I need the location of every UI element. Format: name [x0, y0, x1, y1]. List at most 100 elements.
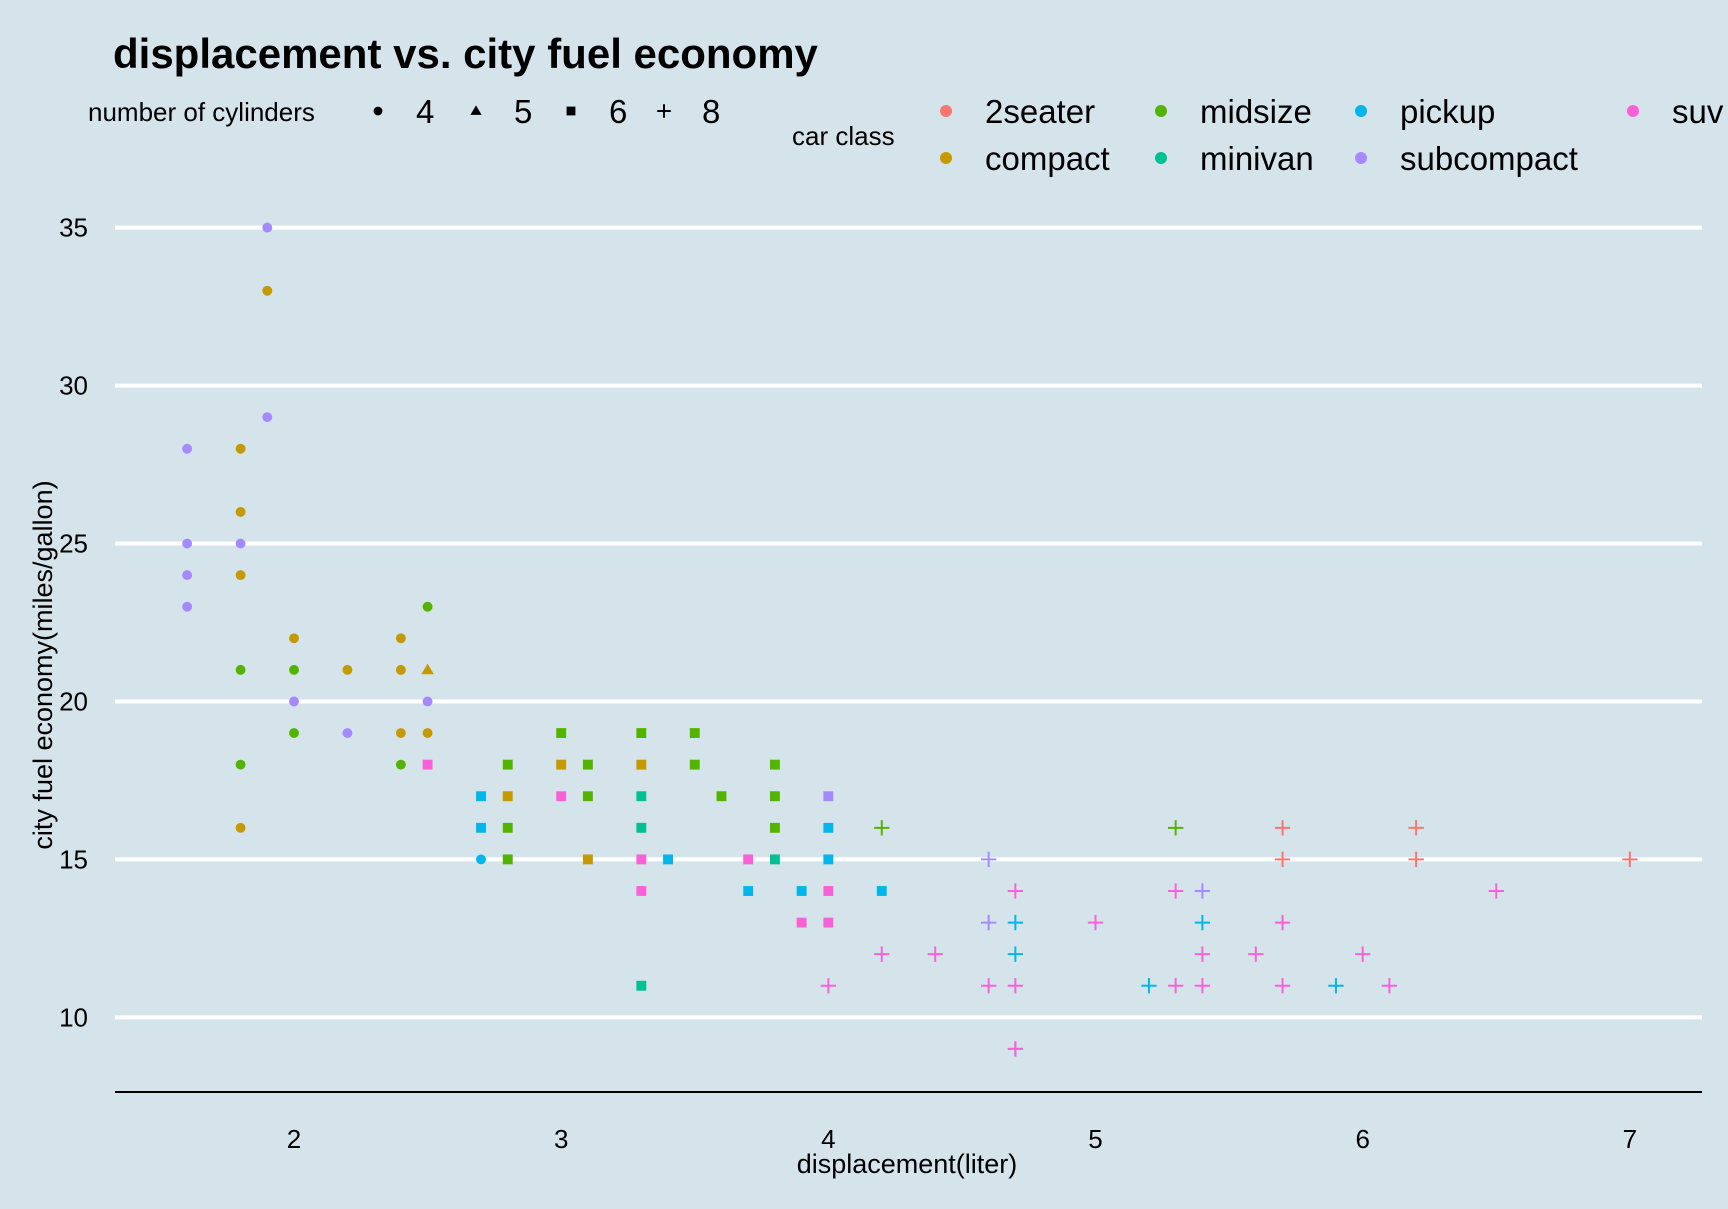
data-point	[769, 759, 780, 770]
y-tick-label: 20	[59, 686, 88, 716]
y-tick-label: 15	[59, 844, 88, 874]
data-point	[289, 696, 299, 707]
cylinder-legend-label: 4	[416, 93, 434, 130]
class-legend-key	[1355, 105, 1367, 117]
data-point	[823, 886, 834, 896]
data-point	[874, 820, 890, 836]
class-legend-key	[940, 105, 952, 117]
data-point	[1488, 883, 1504, 899]
y-gridlines	[115, 225, 1702, 1020]
data-point	[823, 822, 834, 833]
y-tick-labels: 10 15 20 25 30 35	[59, 213, 88, 1033]
data-point	[182, 538, 193, 549]
data-point	[289, 728, 299, 739]
data-point	[182, 601, 193, 612]
x-tick-labels: 2 3 4 5 6 7	[287, 1124, 1637, 1154]
data-point	[823, 917, 834, 928]
x-axis-label: displacement(liter)	[797, 1149, 1018, 1179]
data-point	[636, 822, 647, 833]
data-point	[1194, 978, 1211, 994]
cylinder-legend: number of cylinders 4 5 6 8	[88, 93, 720, 130]
cylinder-legend-title: number of cylinders	[88, 97, 315, 127]
class-legend-title: car class	[792, 121, 895, 151]
data-point	[1168, 883, 1184, 899]
data-point	[769, 854, 780, 865]
cylinder-legend-label: 6	[609, 93, 627, 130]
data-point	[716, 791, 727, 802]
cylinder-legend-key	[373, 106, 383, 116]
y-axis-label: city fuel economy(miles/gallon)	[28, 480, 58, 849]
data-point	[1408, 820, 1424, 836]
data-point	[1087, 914, 1104, 931]
class-legend-entries: 2seater compact midsize minivan pickup subcom…	[940, 93, 1724, 177]
data-point	[422, 696, 433, 707]
data-point	[235, 664, 246, 675]
x-tick-label: 5	[1088, 1124, 1102, 1154]
y-tick-label: 35	[59, 213, 88, 243]
data-point	[636, 854, 647, 865]
data-point	[262, 222, 273, 233]
data-point	[1274, 914, 1291, 931]
y-tick-label: 30	[59, 371, 88, 401]
data-point	[1274, 978, 1291, 994]
class-legend-key	[940, 152, 952, 164]
class-legend-label: subcompact	[1400, 140, 1578, 177]
chart-title: displacement vs. city fuel economy	[113, 30, 819, 77]
data-point	[1328, 978, 1344, 994]
class-legend-label: midsize	[1200, 93, 1312, 130]
data-point	[1622, 851, 1638, 868]
data-point	[1007, 946, 1024, 962]
cylinder-legend-key	[657, 104, 671, 118]
data-point	[476, 822, 486, 833]
data-point	[927, 946, 943, 962]
data-point	[1274, 820, 1291, 836]
data-point	[636, 886, 647, 896]
data-point	[743, 854, 754, 865]
data-point	[981, 978, 997, 994]
class-legend-label: compact	[985, 140, 1110, 177]
data-point	[421, 663, 434, 675]
data-point	[582, 791, 593, 802]
class-legend: car class 2seater compact midsize minivan pi…	[792, 93, 1724, 177]
data-point	[1248, 946, 1264, 962]
data-point	[395, 759, 406, 770]
data-point	[556, 759, 567, 770]
cylinder-legend-entries: 4 5 6 8	[373, 93, 720, 130]
data-point	[235, 822, 246, 833]
data-point	[556, 791, 567, 802]
data-point	[823, 854, 834, 865]
data-point	[502, 791, 513, 802]
data-point	[476, 791, 486, 802]
data-point	[342, 728, 353, 739]
data-point	[1168, 820, 1184, 836]
data-point	[422, 601, 433, 612]
data-point	[235, 538, 246, 549]
data-point	[342, 664, 353, 675]
data-point	[876, 886, 887, 896]
cylinder-legend-key	[470, 105, 482, 115]
data-point	[182, 443, 193, 454]
data-point	[981, 851, 997, 868]
data-point	[395, 664, 406, 675]
data-point	[796, 886, 807, 896]
data-point	[262, 285, 273, 296]
data-point	[1007, 1041, 1024, 1057]
data-point	[395, 633, 406, 644]
data-point	[502, 854, 513, 865]
data-point	[476, 854, 486, 865]
class-legend-label: pickup	[1400, 93, 1495, 130]
class-legend-key	[1355, 152, 1367, 164]
data-point	[1007, 914, 1024, 931]
data-point	[981, 914, 997, 931]
data-point	[582, 854, 593, 865]
class-legend-key	[1155, 152, 1167, 164]
class-legend-key	[1155, 105, 1167, 117]
data-point	[820, 978, 836, 994]
y-tick-label: 10	[59, 1002, 88, 1032]
data-point	[582, 759, 593, 770]
data-point	[1274, 851, 1291, 868]
data-point	[235, 506, 246, 517]
cylinder-legend-label: 8	[702, 93, 720, 130]
x-tick-label: 2	[287, 1124, 301, 1154]
